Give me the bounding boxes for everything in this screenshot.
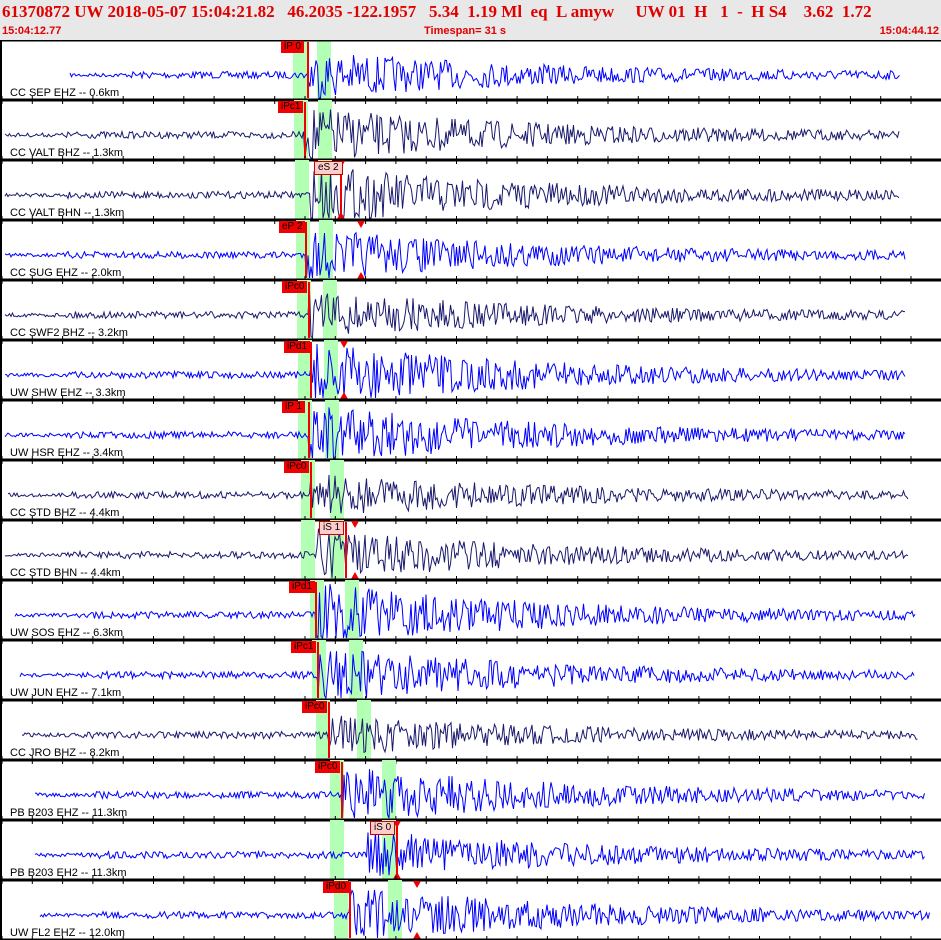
- waveform-trace: [4, 169, 900, 220]
- timespan: Timespan= 31 s: [424, 25, 507, 37]
- pick-window: [330, 520, 344, 580]
- s-marker-top-icon: [340, 341, 348, 348]
- waveform-trace: [7, 474, 909, 514]
- waveform-trace: [19, 650, 915, 700]
- pick-window: [316, 700, 330, 760]
- station-label: UW JUN EHZ -- 7.1km: [10, 687, 122, 699]
- s-marker-bottom-icon: [351, 572, 359, 579]
- station-label: CC STD BHZ -- 4.4km: [10, 507, 120, 519]
- pick-window: [330, 820, 344, 880]
- phase-pick-label[interactable]: eP 2: [279, 221, 306, 233]
- station-label: CC SUG EHZ -- 2.0km: [10, 267, 122, 279]
- start-time: 15:04:12.77: [2, 25, 62, 37]
- s-marker-bottom-icon: [340, 392, 348, 399]
- station-label: CC SWF2 BHZ -- 3.2km: [10, 327, 128, 339]
- pick-window: [318, 100, 332, 160]
- event-header: 61370872 UW 2018-05-07 15:04:21.82 46.20…: [0, 0, 941, 40]
- station-label: UW SOS EHZ -- 6.3km: [10, 627, 124, 639]
- station-label: CC VALT BHZ -- 1.3km: [10, 147, 124, 159]
- waveform-trace: [21, 715, 918, 754]
- phase-pick-label[interactable]: iPc1: [278, 101, 304, 113]
- end-time: 15:04:44.12: [879, 25, 939, 37]
- pick-window: [319, 220, 333, 280]
- phase-pick-label[interactable]: iPc0: [284, 461, 310, 473]
- s-marker-top-icon: [357, 221, 365, 228]
- pick-window: [330, 760, 344, 820]
- phase-pick-label[interactable]: iS 0: [370, 821, 396, 835]
- waveform-trace: [4, 290, 905, 340]
- traces: [0, 40, 941, 940]
- phase-pick-label[interactable]: eS 2: [314, 161, 343, 175]
- station-label: CC SEP EHZ -- 0.6km: [10, 87, 120, 99]
- s-marker-bottom-icon: [393, 872, 401, 879]
- pick-window: [323, 280, 337, 340]
- pick-window: [297, 280, 311, 340]
- phase-pick-label[interactable]: iP 1: [282, 401, 306, 413]
- pick-window: [295, 160, 309, 220]
- s-marker-bottom-icon: [357, 272, 365, 279]
- station-label: UW HSR EHZ -- 3.4km: [10, 447, 124, 459]
- station-label: PB B203 EHZ -- 11.3km: [10, 807, 128, 819]
- pick-window: [317, 40, 331, 100]
- event-summary: 61370872 UW 2018-05-07 15:04:21.82 46.20…: [2, 2, 872, 21]
- pick-window: [330, 460, 344, 520]
- station-label: UW FL2 EHZ -- 12.0km: [10, 927, 125, 939]
- s-marker-top-icon: [413, 881, 421, 888]
- phase-pick-label[interactable]: iPc0: [315, 761, 341, 773]
- phase-pick-label[interactable]: iPc0: [282, 281, 308, 293]
- s-marker-bottom-icon: [337, 212, 345, 219]
- s-marker-bottom-icon: [413, 932, 421, 939]
- pick-window: [357, 700, 371, 760]
- phase-pick-label[interactable]: iPd1: [284, 341, 311, 353]
- phase-pick-label[interactable]: iPd1: [289, 581, 316, 593]
- station-label: UW SHW EHZ -- 3.3km: [10, 387, 126, 399]
- pick-window: [298, 340, 312, 400]
- phase-pick-label[interactable]: iPd0: [323, 881, 350, 893]
- seismogram-panel[interactable]: CC SEP EHZ -- 0.6km iP 0 CC VALT BHZ -- 1.…: [0, 40, 941, 940]
- phase-pick-label[interactable]: iPc1: [291, 641, 317, 653]
- waveform-trace: [4, 343, 906, 399]
- s-marker-top-icon: [351, 521, 359, 528]
- station-label: CC VALT BHN -- 1.3km: [10, 207, 125, 219]
- phase-pick-label[interactable]: iPc0: [302, 701, 328, 713]
- phase-pick-label[interactable]: iP 0: [281, 41, 305, 53]
- station-label: CC STD BHN -- 4.4km: [10, 567, 121, 579]
- station-label: CC JRO BHZ -- 8.2km: [10, 747, 120, 759]
- waveform-trace: [34, 831, 925, 876]
- waveform-trace: [4, 528, 909, 578]
- phase-pick-label[interactable]: iS 1: [319, 521, 345, 535]
- pick-window: [334, 880, 348, 940]
- waveform-trace: [4, 231, 906, 279]
- pick-window: [301, 520, 315, 580]
- waveform-trace: [4, 407, 906, 459]
- waveform-trace: [39, 888, 930, 939]
- pick-window: [388, 880, 402, 940]
- waveform-trace: [4, 109, 900, 159]
- waveform-trace: [14, 584, 916, 640]
- station-label: PB B203 EH2 -- 11.3km: [10, 867, 127, 879]
- pick-window: [293, 40, 307, 100]
- pick-window: [324, 340, 338, 400]
- waveform-trace: [34, 769, 925, 819]
- waveform-trace: [69, 55, 900, 99]
